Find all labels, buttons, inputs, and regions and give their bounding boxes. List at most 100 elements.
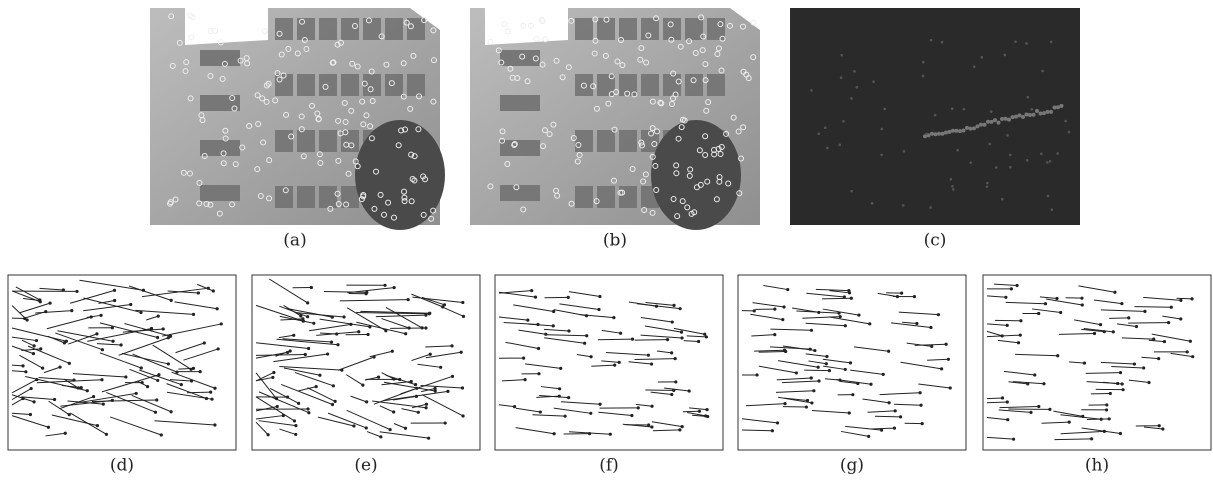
vector-head bbox=[806, 399, 809, 402]
vector-head bbox=[526, 318, 529, 321]
vector-head bbox=[900, 292, 903, 295]
vector-head bbox=[24, 370, 27, 373]
vector-head bbox=[812, 389, 815, 392]
vector-head bbox=[383, 284, 386, 287]
vector-head bbox=[111, 399, 114, 402]
vector-head bbox=[21, 364, 24, 367]
vector-head bbox=[169, 410, 172, 413]
vector-head bbox=[706, 415, 709, 418]
vector-head bbox=[189, 368, 192, 371]
vector-panel bbox=[252, 275, 480, 450]
vector-head bbox=[366, 333, 369, 336]
vector-head bbox=[35, 339, 38, 342]
vector-head bbox=[850, 297, 853, 300]
vector-head bbox=[1189, 340, 1192, 343]
sky bbox=[185, 8, 268, 45]
motion-vector bbox=[1109, 318, 1129, 319]
window bbox=[275, 130, 293, 152]
bright-spot bbox=[962, 129, 966, 133]
vector-panel bbox=[983, 275, 1211, 450]
vector-head bbox=[612, 316, 615, 319]
window bbox=[619, 130, 637, 152]
vector-head bbox=[100, 378, 103, 381]
bright-spot bbox=[922, 61, 925, 64]
window bbox=[619, 74, 637, 96]
vector-head bbox=[567, 329, 570, 332]
vector-head bbox=[825, 355, 828, 358]
vector-head bbox=[679, 307, 682, 310]
bright-spot bbox=[1056, 105, 1060, 109]
bright-spot bbox=[1027, 96, 1030, 99]
bright-spot bbox=[1028, 113, 1032, 117]
vector-head bbox=[776, 421, 779, 424]
vector-head bbox=[1080, 297, 1083, 300]
vector-head bbox=[461, 386, 464, 389]
vector-head bbox=[913, 295, 916, 298]
vector-head bbox=[334, 400, 337, 403]
vector-head bbox=[392, 377, 395, 380]
bright-spot bbox=[983, 123, 987, 127]
vector-head bbox=[1179, 299, 1182, 302]
vector-head bbox=[680, 330, 683, 333]
vector-head bbox=[427, 437, 430, 440]
vector-head bbox=[190, 379, 193, 382]
vector-head bbox=[813, 349, 816, 352]
vector-head bbox=[129, 303, 132, 306]
vector-head bbox=[90, 315, 93, 318]
vector-head bbox=[534, 295, 537, 298]
vector-head bbox=[680, 336, 683, 339]
bright-spot bbox=[969, 127, 973, 131]
vector-head bbox=[705, 335, 708, 338]
bright-spot bbox=[1004, 117, 1008, 121]
vector-head bbox=[167, 362, 170, 365]
vector-head bbox=[851, 393, 854, 396]
vector-head bbox=[1108, 417, 1111, 420]
vector-head bbox=[825, 362, 828, 365]
vector-head bbox=[671, 320, 674, 323]
window bbox=[297, 74, 315, 96]
vector-head bbox=[44, 310, 47, 313]
caption: (a) bbox=[283, 231, 306, 251]
vector-head bbox=[220, 322, 223, 325]
motion-vector bbox=[635, 340, 668, 341]
bright-spot bbox=[990, 110, 993, 113]
vector-head bbox=[705, 408, 708, 411]
bright-spot bbox=[824, 126, 827, 129]
window bbox=[297, 130, 315, 152]
vector-head bbox=[868, 322, 871, 325]
figure: (a) (b) (c) (d) (e) (f) (g) (h) bbox=[0, 0, 1213, 480]
vector-head bbox=[1109, 392, 1112, 395]
vector-head bbox=[140, 366, 143, 369]
window bbox=[707, 74, 725, 96]
panel-frame bbox=[495, 275, 723, 450]
vector-head bbox=[41, 367, 44, 370]
vector-head bbox=[154, 411, 157, 414]
vector-head bbox=[29, 413, 32, 416]
vector-head bbox=[428, 312, 431, 315]
vector-head bbox=[302, 320, 305, 323]
vector-head bbox=[462, 315, 465, 318]
vector-head bbox=[915, 322, 918, 325]
vector-head bbox=[306, 301, 309, 304]
bright-spot bbox=[1000, 117, 1004, 121]
vector-head bbox=[1010, 287, 1013, 290]
vector-head bbox=[650, 425, 653, 428]
vector-head bbox=[1055, 297, 1058, 300]
vector-head bbox=[929, 326, 932, 329]
vector-head bbox=[424, 326, 427, 329]
caption: (h) bbox=[1085, 456, 1109, 476]
vector-head bbox=[1001, 334, 1004, 337]
vector-head bbox=[99, 314, 102, 317]
vector-head bbox=[1161, 427, 1164, 430]
vector-head bbox=[1127, 316, 1130, 319]
vector-head bbox=[429, 353, 432, 356]
bright-spot bbox=[930, 132, 934, 136]
caption: (d) bbox=[110, 456, 134, 476]
vector-head bbox=[1029, 411, 1032, 414]
window bbox=[341, 130, 359, 152]
vector-head bbox=[315, 385, 318, 388]
window bbox=[663, 18, 681, 40]
vector-head bbox=[331, 316, 334, 319]
vector-head bbox=[523, 378, 526, 381]
bright-spot bbox=[989, 143, 992, 146]
